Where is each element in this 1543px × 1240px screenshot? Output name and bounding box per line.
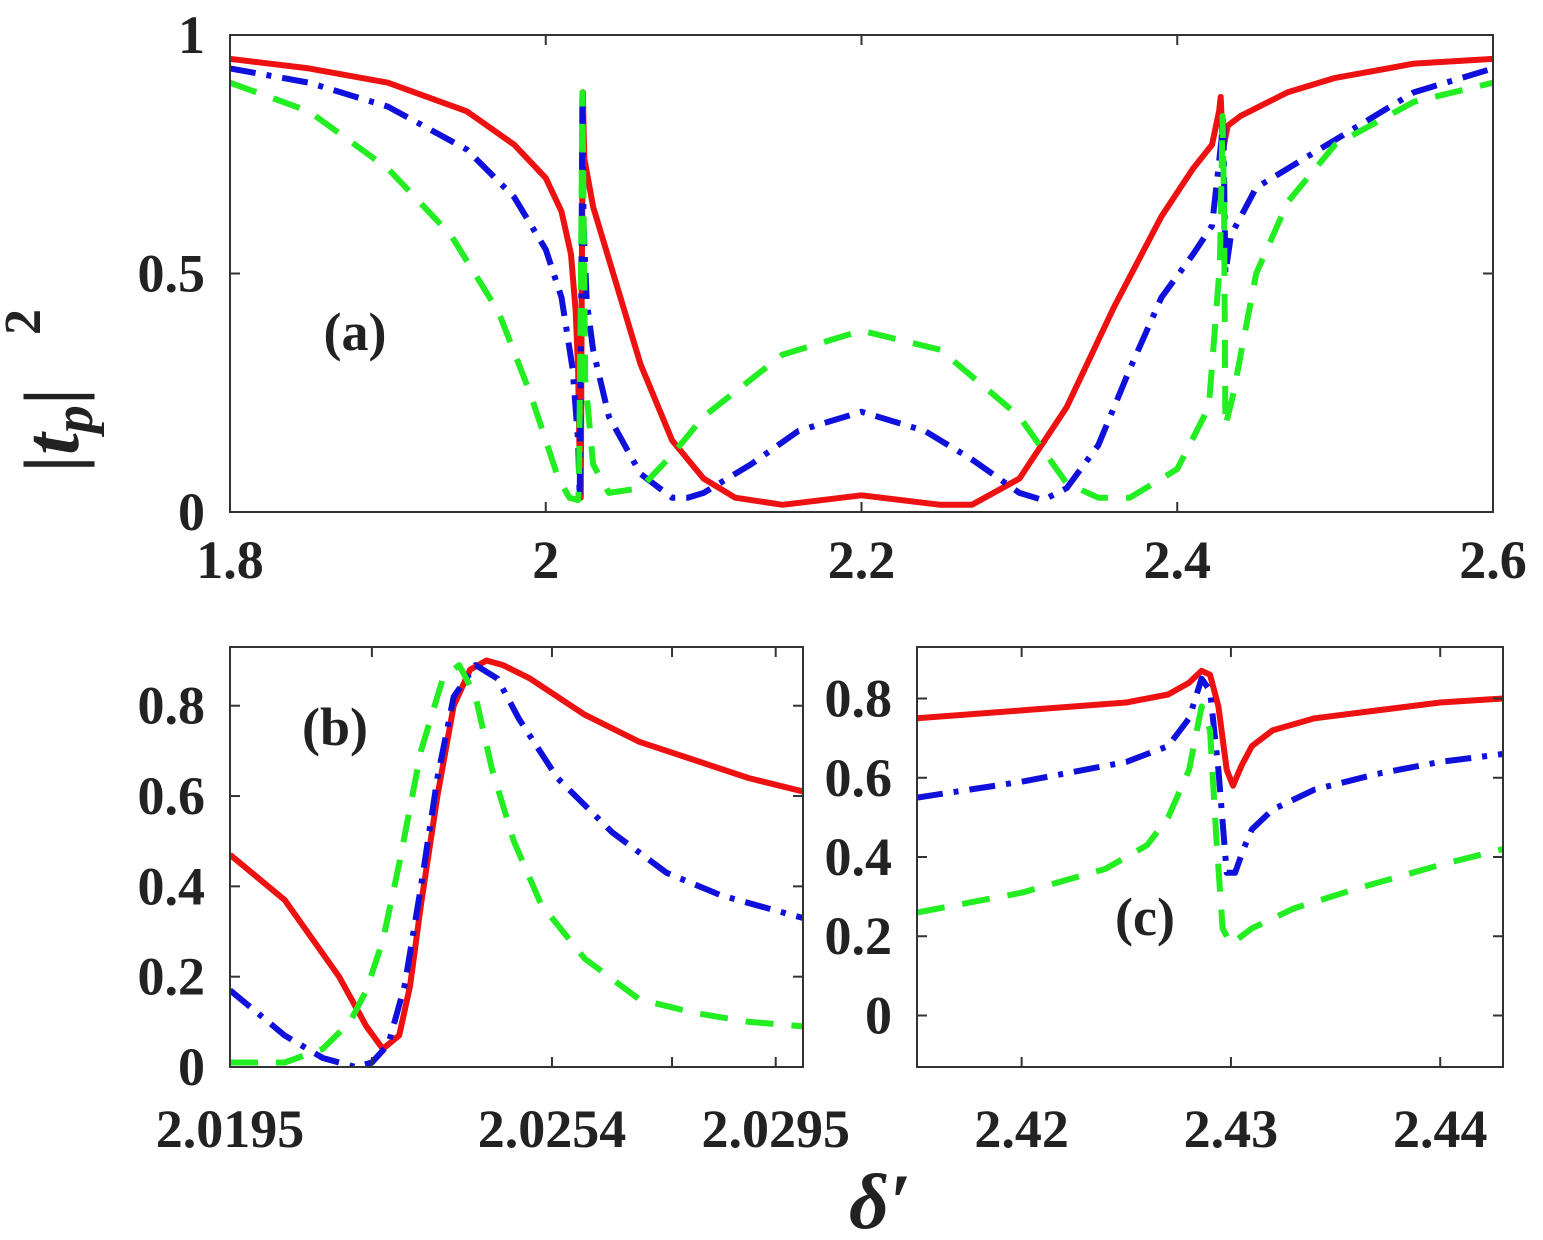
- panel-b-xtick-label: 2.0254: [478, 1099, 627, 1159]
- panel-c-ytick-label: 0.4: [825, 827, 893, 887]
- panel-c-label: (c): [1115, 887, 1175, 947]
- panel-a-ytick-label: 0: [178, 482, 205, 542]
- panel-c-series-blue-dashdot: [917, 675, 1503, 876]
- panel-b-ytick-label: 0.6: [138, 766, 206, 826]
- panel-c-ytick-label: 0.2: [825, 906, 893, 966]
- y-axis-label-text: |tp|: [8, 388, 105, 472]
- panel-c: 2.42 2.43 2.44 0 0.2 0.4 0.6 0.8 (c): [825, 646, 1504, 1159]
- panel-c-series-green-dashed: [917, 703, 1503, 948]
- panel-c-series-red-solid: [917, 667, 1503, 789]
- panel-a-label: (a): [324, 302, 387, 362]
- panel-c-ytick-label: 0.6: [825, 748, 893, 808]
- panel-b-xtick-label: 2.0295: [701, 1099, 850, 1159]
- panel-b-ytick-label: 0.8: [138, 676, 206, 736]
- panel-b-series-green-dashed: [230, 662, 803, 1066]
- panel-a-xtick-label: 1.8: [196, 530, 264, 590]
- y-axis-exponent-text: 2: [0, 309, 52, 335]
- panel-b-ytick-label: 0.4: [138, 856, 206, 916]
- panel-b-ytick-label: 0: [178, 1037, 205, 1097]
- y-axis-label: |tp|: [8, 388, 105, 472]
- panel-b-xtick-label: 2.0195: [156, 1099, 305, 1159]
- panel-a-xtick-label: 2.2: [828, 530, 896, 590]
- panel-b-label: (b): [302, 697, 368, 757]
- x-axis-label: δ′: [849, 1158, 911, 1240]
- panel-a-xtick-label: 2.4: [1144, 530, 1212, 590]
- panel-a-series-green-dashed: [230, 79, 1493, 504]
- panel-b-series-blue-dashdot: [230, 662, 803, 1067]
- panel-c-xtick-label: 2.43: [1184, 1099, 1279, 1159]
- panel-b: 2.0195 2.0254 2.0295 0 0.2 0.4 0.6 0.8 (b): [138, 646, 850, 1159]
- y-axis-label-exponent: 2: [0, 309, 52, 335]
- panel-a-ytick-label: 0.5: [138, 244, 206, 304]
- panel-a-ytick-label: 1: [178, 5, 205, 65]
- panel-c-xtick-label: 2.42: [974, 1099, 1069, 1159]
- panel-a-xtick-label: 2.6: [1459, 530, 1527, 590]
- panel-a: 1.8 2 2.2 2.4 2.6 0 0.5 1 (a): [138, 5, 1527, 590]
- panel-c-ytick-label: 0: [865, 985, 892, 1045]
- panel-c-ytick-label: 0.8: [825, 669, 893, 729]
- panel-c-xtick-label: 2.44: [1393, 1099, 1488, 1159]
- panel-b-axes-frame: [229, 646, 804, 1068]
- panel-a-xtick-label: 2: [532, 530, 559, 590]
- panel-b-ytick-label: 0.2: [138, 947, 206, 1007]
